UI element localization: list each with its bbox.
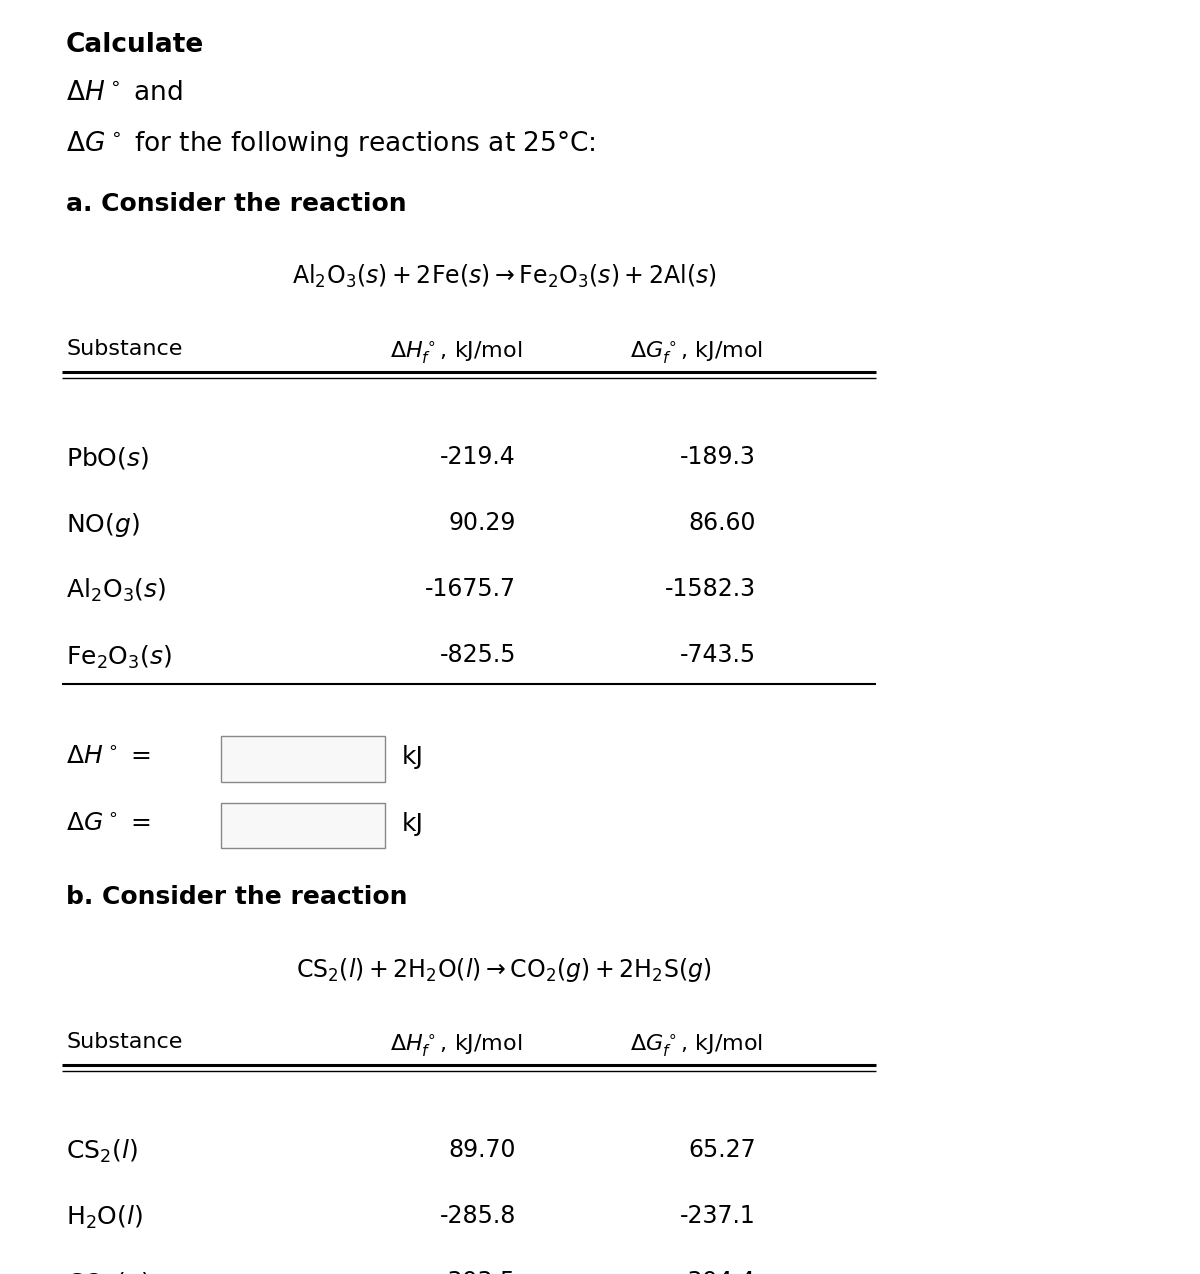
- Text: -189.3: -189.3: [680, 445, 756, 469]
- Text: $\Delta H^\circ_f$, kJ/mol: $\Delta H^\circ_f$, kJ/mol: [390, 339, 522, 366]
- Text: $\mathrm{NO}(g)$: $\mathrm{NO}(g)$: [66, 511, 139, 539]
- Text: -285.8: -285.8: [439, 1204, 516, 1228]
- Text: b. Consider the reaction: b. Consider the reaction: [66, 885, 408, 910]
- Text: $\Delta G^\circ$ for the following reactions at 25°C:: $\Delta G^\circ$ for the following react…: [66, 129, 596, 159]
- Text: kJ: kJ: [402, 745, 424, 769]
- Text: $\Delta G^\circ_f$, kJ/mol: $\Delta G^\circ_f$, kJ/mol: [630, 1032, 763, 1059]
- Text: 89.70: 89.70: [449, 1138, 516, 1162]
- Text: $\mathrm{PbO}(s)$: $\mathrm{PbO}(s)$: [66, 445, 149, 470]
- Text: $\Delta G^\circ_f$, kJ/mol: $\Delta G^\circ_f$, kJ/mol: [630, 339, 763, 366]
- Text: -1675.7: -1675.7: [425, 577, 516, 601]
- Text: Substance: Substance: [66, 1032, 182, 1052]
- Text: Calculate: Calculate: [66, 32, 204, 57]
- FancyBboxPatch shape: [221, 736, 385, 782]
- Text: $\mathrm{H_2O}(l)$: $\mathrm{H_2O}(l)$: [66, 1204, 143, 1231]
- Text: -393.5: -393.5: [440, 1270, 516, 1274]
- Text: 86.60: 86.60: [689, 511, 756, 535]
- Text: $\mathrm{CS_2}(l) + 2\mathrm{H_2O}(l) \rightarrow \mathrm{CO_2}(g) + 2\mathrm{H_: $\mathrm{CS_2}(l) + 2\mathrm{H_2O}(l) \r…: [296, 956, 712, 984]
- Text: -237.1: -237.1: [680, 1204, 756, 1228]
- Text: -743.5: -743.5: [680, 643, 756, 668]
- FancyBboxPatch shape: [221, 803, 385, 848]
- Text: $\mathrm{CO_2}(g)$: $\mathrm{CO_2}(g)$: [66, 1270, 150, 1274]
- Text: -394.4: -394.4: [680, 1270, 756, 1274]
- Text: kJ: kJ: [402, 812, 424, 836]
- Text: $\Delta H^\circ$ and: $\Delta H^\circ$ and: [66, 80, 182, 106]
- Text: -219.4: -219.4: [440, 445, 516, 469]
- Text: $\mathrm{Al_2O_3}(s)$: $\mathrm{Al_2O_3}(s)$: [66, 577, 167, 604]
- Text: $\mathrm{Fe_2O_3}(s)$: $\mathrm{Fe_2O_3}(s)$: [66, 643, 172, 670]
- Text: -825.5: -825.5: [439, 643, 516, 668]
- Text: $\Delta G^\circ$ =: $\Delta G^\circ$ =: [66, 812, 151, 836]
- Text: $\Delta H^\circ_f$, kJ/mol: $\Delta H^\circ_f$, kJ/mol: [390, 1032, 522, 1059]
- Text: $\mathrm{Al_2O_3}(s) + 2\mathrm{Fe}(s) \rightarrow \mathrm{Fe_2O_3}(s) + 2\mathr: $\mathrm{Al_2O_3}(s) + 2\mathrm{Fe}(s) \…: [292, 262, 716, 289]
- Text: $\mathrm{CS_2}(l)$: $\mathrm{CS_2}(l)$: [66, 1138, 138, 1164]
- Text: 90.29: 90.29: [449, 511, 516, 535]
- Text: a. Consider the reaction: a. Consider the reaction: [66, 192, 407, 217]
- Text: Substance: Substance: [66, 339, 182, 359]
- Text: 65.27: 65.27: [689, 1138, 756, 1162]
- Text: -1582.3: -1582.3: [665, 577, 756, 601]
- Text: $\Delta H^\circ$ =: $\Delta H^\circ$ =: [66, 745, 150, 769]
